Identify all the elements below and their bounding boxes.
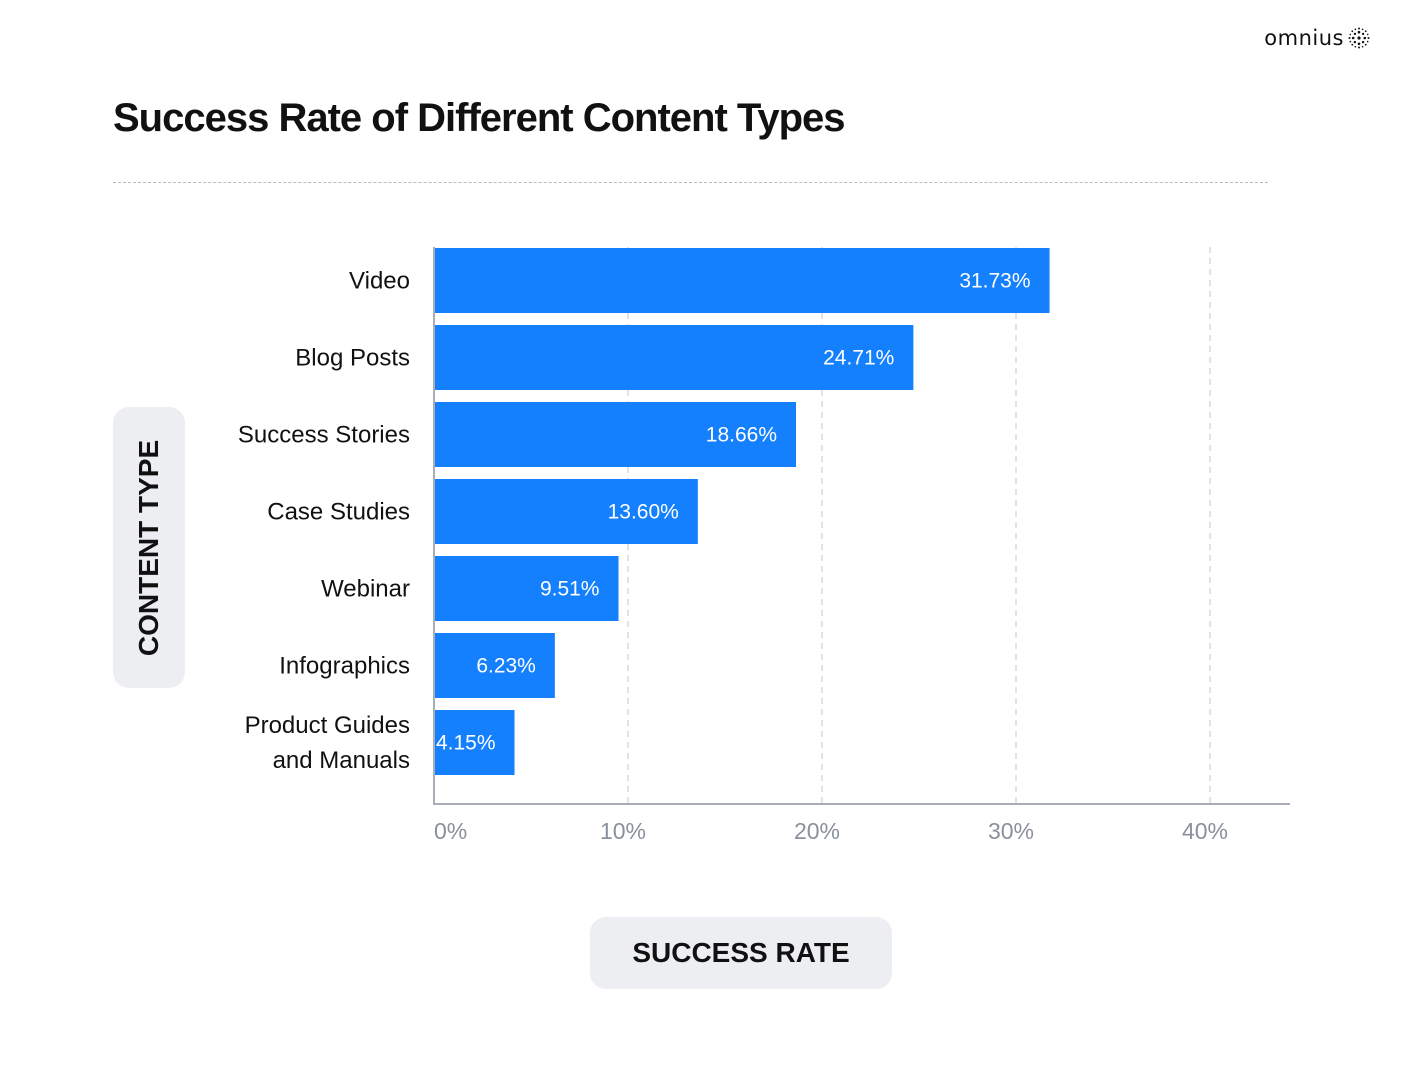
- bar: [434, 325, 914, 390]
- bars: 31.73% 24.71% 18.66% 13.60% 9.51% 6.23% 4.15%: [434, 248, 1050, 775]
- bar-value-label: 6.23%: [476, 655, 536, 678]
- category-label: Product Guides and Manuals: [245, 712, 410, 774]
- bar-value-label: 18.66%: [706, 424, 777, 447]
- bar: [434, 402, 797, 467]
- bar: [434, 479, 698, 544]
- bar-value-label: 9.51%: [540, 578, 600, 601]
- x-axis-title-pill: SUCCESS RATE: [590, 917, 892, 989]
- x-tick-label: 0%: [434, 818, 467, 844]
- x-axis-title: SUCCESS RATE: [632, 937, 850, 968]
- x-tick-label: 10%: [600, 818, 646, 844]
- x-tick-label: 30%: [988, 818, 1034, 844]
- category-label: Success Stories: [238, 422, 410, 449]
- omnius-dot-burst-icon: [1348, 27, 1370, 49]
- title-divider: [113, 182, 1268, 183]
- bar: [434, 710, 515, 775]
- x-tick-label: 40%: [1182, 818, 1228, 844]
- brand-name: omnius: [1264, 26, 1344, 50]
- bar-value-label: 24.71%: [823, 347, 894, 370]
- y-axis-title-pill: CONTENT TYPE: [113, 407, 185, 688]
- bar-value-label: 4.15%: [436, 732, 496, 755]
- category-label: Infographics: [279, 653, 410, 680]
- chart-title: Success Rate of Different Content Types: [113, 96, 846, 140]
- bar-value-label: 31.73%: [959, 270, 1030, 293]
- bar: [434, 556, 619, 621]
- x-tick-label: 20%: [794, 818, 840, 844]
- bar: [434, 248, 1050, 313]
- category-label: Video: [349, 268, 410, 295]
- category-label: Case Studies: [267, 499, 410, 526]
- category-label: Blog Posts: [295, 345, 410, 372]
- brand-logo: omnius: [1264, 26, 1370, 50]
- bar: [434, 633, 555, 698]
- bar-value-label: 13.60%: [608, 501, 679, 524]
- category-label: Webinar: [321, 576, 410, 603]
